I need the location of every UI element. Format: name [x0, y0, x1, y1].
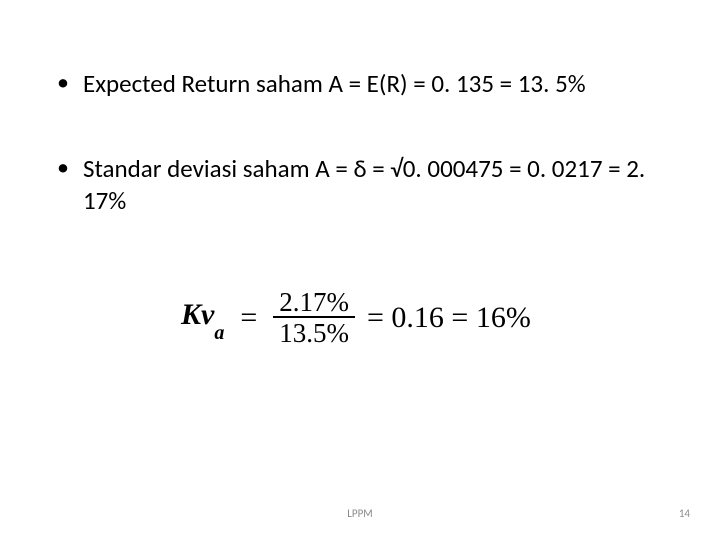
fraction-denominator: 13.5%: [273, 318, 355, 347]
bullet-item-2: Standar deviasi saham A = δ = √0. 000475…: [55, 153, 665, 216]
fraction-numerator: 2.17%: [273, 288, 355, 318]
fraction: 2.17% 13.5%: [273, 288, 355, 348]
formula-lhs: Kva: [181, 298, 228, 337]
formula-subscript: a: [214, 322, 224, 344]
footer-label: LPPM: [347, 507, 372, 520]
formula-symbol: Kv: [181, 298, 214, 331]
bullet-list: Expected Return saham A = E(R) = 0. 135 …: [55, 68, 665, 216]
page-number: 14: [679, 507, 690, 520]
formula-kv: Kva = 2.17% 13.5% = 0.16 = 16%: [181, 288, 665, 348]
equals-sign: =: [240, 301, 257, 335]
bullet-item-1: Expected Return saham A = E(R) = 0. 135 …: [55, 68, 665, 99]
slide-content: Expected Return saham A = E(R) = 0. 135 …: [0, 0, 720, 347]
formula-rhs: = 0.16 = 16%: [367, 301, 531, 335]
